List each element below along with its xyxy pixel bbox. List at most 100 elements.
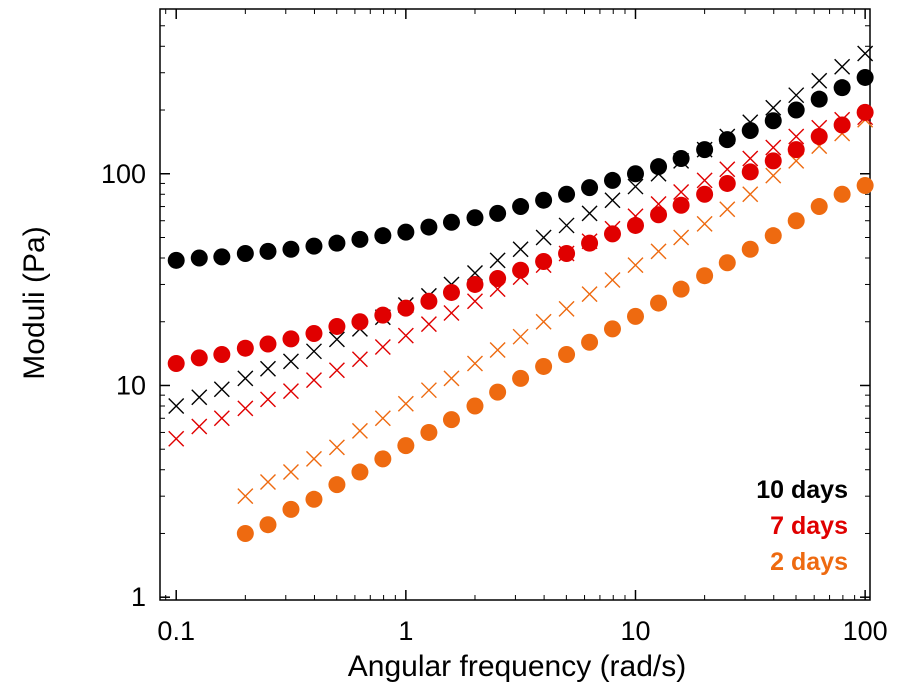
data-point <box>397 223 415 241</box>
data-point <box>259 391 276 408</box>
y-tick-label: 10 <box>116 370 146 400</box>
legend-entry: 2 days <box>770 548 848 576</box>
data-point <box>305 450 322 467</box>
data-point <box>282 464 299 481</box>
data-point <box>282 353 299 370</box>
data-point <box>672 150 690 168</box>
series-circle-2 <box>167 103 874 372</box>
data-point <box>833 185 851 203</box>
data-point <box>236 339 254 357</box>
data-point <box>259 335 277 353</box>
y-axis-title: Moduli (Pa) <box>18 226 51 379</box>
data-point <box>374 306 392 324</box>
data-point <box>833 116 851 134</box>
data-point <box>374 410 391 427</box>
data-point <box>581 234 599 252</box>
data-point <box>603 225 621 243</box>
data-point <box>374 227 392 245</box>
data-point <box>696 185 714 203</box>
data-point <box>489 342 506 359</box>
x-tick-label: 1 <box>398 616 413 646</box>
data-point <box>489 204 507 222</box>
data-point <box>581 179 599 197</box>
data-point <box>420 316 437 333</box>
data-point <box>328 317 346 335</box>
data-point <box>535 357 553 375</box>
data-point <box>650 206 668 224</box>
data-point <box>305 490 323 508</box>
data-point <box>764 227 782 245</box>
data-point <box>328 362 345 379</box>
data-point <box>167 354 185 372</box>
data-point <box>627 257 644 274</box>
data-point <box>374 338 391 355</box>
data-point <box>305 343 322 360</box>
axis-ticks: 0.1 1 10 100 1 10 100 <box>101 9 888 646</box>
data-point <box>765 139 782 156</box>
data-point <box>328 331 345 348</box>
data-point <box>259 360 276 377</box>
data-point <box>191 418 208 435</box>
data-point <box>810 127 828 145</box>
data-point <box>237 370 254 387</box>
data-point <box>213 410 230 427</box>
data-point <box>811 72 828 89</box>
x-axis-title: Angular frequency (rad/s) <box>348 650 687 683</box>
data-point <box>856 103 874 121</box>
data-point <box>764 112 782 130</box>
data-point <box>581 286 598 303</box>
data-point <box>489 270 507 288</box>
data-point <box>397 437 415 455</box>
plot-frame <box>159 8 871 601</box>
data-point <box>604 271 621 288</box>
data-point <box>442 213 460 231</box>
data-point <box>788 128 805 145</box>
data-point <box>558 346 576 364</box>
data-point <box>787 212 805 230</box>
x-tick-label: 100 <box>843 616 888 646</box>
data-point <box>236 524 254 542</box>
data-point <box>512 261 530 279</box>
data-point <box>765 167 782 184</box>
data-point <box>237 488 254 505</box>
data-point <box>535 191 553 209</box>
data-point <box>512 328 529 345</box>
data-point <box>672 196 690 214</box>
data-point <box>328 234 346 252</box>
data-point <box>558 217 575 234</box>
data-point <box>305 324 323 342</box>
data-point <box>168 397 185 414</box>
data-point <box>603 320 621 338</box>
data-point <box>788 87 805 104</box>
data-point <box>351 422 368 439</box>
data-point <box>787 141 805 159</box>
legend: 10 days 7 days 2 days <box>756 476 848 576</box>
data-point <box>719 201 736 218</box>
series-cross-5 <box>237 111 874 505</box>
data-point <box>190 349 208 367</box>
data-point <box>581 333 599 351</box>
data-point <box>512 198 530 216</box>
data-point <box>604 192 621 209</box>
series-circle-0 <box>167 68 874 269</box>
data-point <box>581 205 598 222</box>
data-point <box>191 389 208 406</box>
data-point <box>489 252 506 269</box>
data-point <box>443 370 460 387</box>
data-point <box>282 240 300 258</box>
data-point <box>626 216 644 234</box>
data-point <box>466 275 484 293</box>
data-point <box>466 293 483 310</box>
data-point <box>742 150 759 167</box>
data-point <box>810 90 828 108</box>
data-point <box>535 253 553 271</box>
data-point <box>397 395 414 412</box>
data-point <box>856 68 874 86</box>
data-point <box>420 218 438 236</box>
data-point <box>236 245 254 263</box>
data-point <box>213 248 231 266</box>
data-point <box>696 215 713 232</box>
data-point <box>603 171 621 189</box>
data-point <box>237 400 254 417</box>
